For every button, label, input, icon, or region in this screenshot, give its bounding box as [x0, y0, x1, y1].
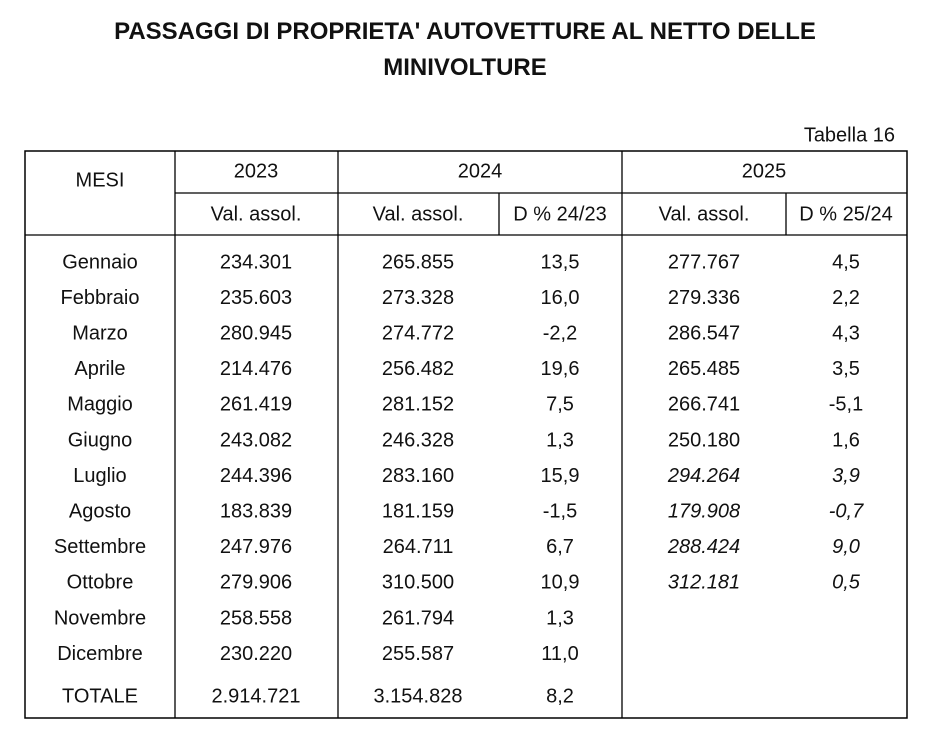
month-label: Giugno [68, 429, 133, 451]
cell: 230.220 [220, 643, 292, 665]
title: PASSAGGI DI PROPRIETA' AUTOVETTURE AL NE… [114, 18, 816, 81]
column-subheader: Val. assol. [373, 203, 464, 225]
cell: 4,5 [832, 251, 860, 273]
month-label: Ottobre [67, 572, 134, 594]
month-label: Marzo [72, 322, 128, 344]
cell: 0,5 [832, 572, 861, 594]
cell: 234.301 [220, 251, 292, 273]
cell: 7,5 [546, 394, 574, 416]
cell: 250.180 [668, 429, 740, 451]
month-label: Agosto [69, 500, 131, 522]
cell: 13,5 [541, 251, 580, 273]
cell: -0,7 [829, 500, 864, 522]
column-subheader: Val. assol. [659, 203, 750, 225]
cell: 310.500 [382, 572, 454, 594]
cell: 294.264 [667, 465, 740, 487]
column-subheader: D % 24/23 [513, 203, 606, 225]
cell: 181.159 [382, 500, 454, 522]
cell: 312.181 [668, 572, 740, 594]
month-label: Maggio [67, 394, 133, 416]
cell: 256.482 [382, 358, 454, 380]
cell: 8,2 [546, 685, 574, 707]
cell: 244.396 [220, 465, 292, 487]
cell: 10,9 [541, 572, 580, 594]
cell: 280.945 [220, 322, 292, 344]
cell: 214.476 [220, 358, 292, 380]
cell: -1,5 [543, 500, 577, 522]
month-label: Gennaio [62, 251, 138, 273]
cell: 281.152 [382, 394, 454, 416]
month-label: Novembre [54, 607, 146, 629]
cell: 6,7 [546, 536, 574, 558]
cell: 258.558 [220, 607, 292, 629]
cell: 4,3 [832, 322, 860, 344]
cell: 288.424 [667, 536, 740, 558]
month-label: Dicembre [57, 643, 143, 665]
cell: 279.906 [220, 572, 292, 594]
cell: 274.772 [382, 322, 454, 344]
cell: 15,9 [541, 465, 580, 487]
cell: 247.976 [220, 536, 292, 558]
cell: 11,0 [541, 643, 578, 665]
column-subheader: Val. assol. [211, 203, 302, 225]
table-label: Tabella 16 [804, 124, 895, 146]
column-header: MESI [76, 169, 125, 191]
cell: 243.082 [220, 429, 292, 451]
cell: 264.711 [383, 536, 454, 558]
cell: 3,5 [832, 358, 860, 380]
cell: 9,0 [832, 536, 860, 558]
cell: 1,6 [832, 429, 860, 451]
column-header: 2024 [458, 160, 503, 182]
cell: 2,2 [832, 287, 860, 309]
cell: 255.587 [382, 643, 454, 665]
cell: 179.908 [668, 500, 740, 522]
cell: 261.419 [220, 394, 292, 416]
cell: 183.839 [220, 500, 292, 522]
cell: 235.603 [220, 287, 292, 309]
cell: 273.328 [382, 287, 454, 309]
cell: 286.547 [668, 322, 740, 344]
cell: 3.154.828 [374, 685, 463, 707]
column-header: 2023 [234, 160, 279, 182]
month-label: Settembre [54, 536, 146, 558]
table-frame [24, 150, 908, 719]
cell: 266.741 [668, 394, 740, 416]
cell: 1,3 [546, 607, 574, 629]
cell: 1,3 [546, 429, 574, 451]
column-subheader: D % 25/24 [799, 203, 892, 225]
cell: 19,6 [541, 358, 580, 380]
month-label: Luglio [73, 465, 126, 487]
cell: 279.336 [668, 287, 740, 309]
cell: 277.767 [668, 251, 740, 273]
cell: 2.914.721 [212, 685, 301, 707]
cell: 3,9 [832, 465, 860, 487]
cell: 265.855 [382, 251, 454, 273]
cell: 261.794 [382, 607, 454, 629]
cell: 246.328 [382, 429, 454, 451]
cell: -5,1 [829, 394, 863, 416]
month-label: Aprile [74, 358, 125, 380]
cell: -2,2 [543, 322, 577, 344]
month-label: TOTALE [62, 685, 138, 707]
month-label: Febbraio [61, 287, 140, 309]
cell: 265.485 [668, 358, 740, 380]
cell: 283.160 [382, 465, 454, 487]
cell: 16,0 [541, 287, 580, 309]
column-header: 2025 [742, 160, 787, 182]
